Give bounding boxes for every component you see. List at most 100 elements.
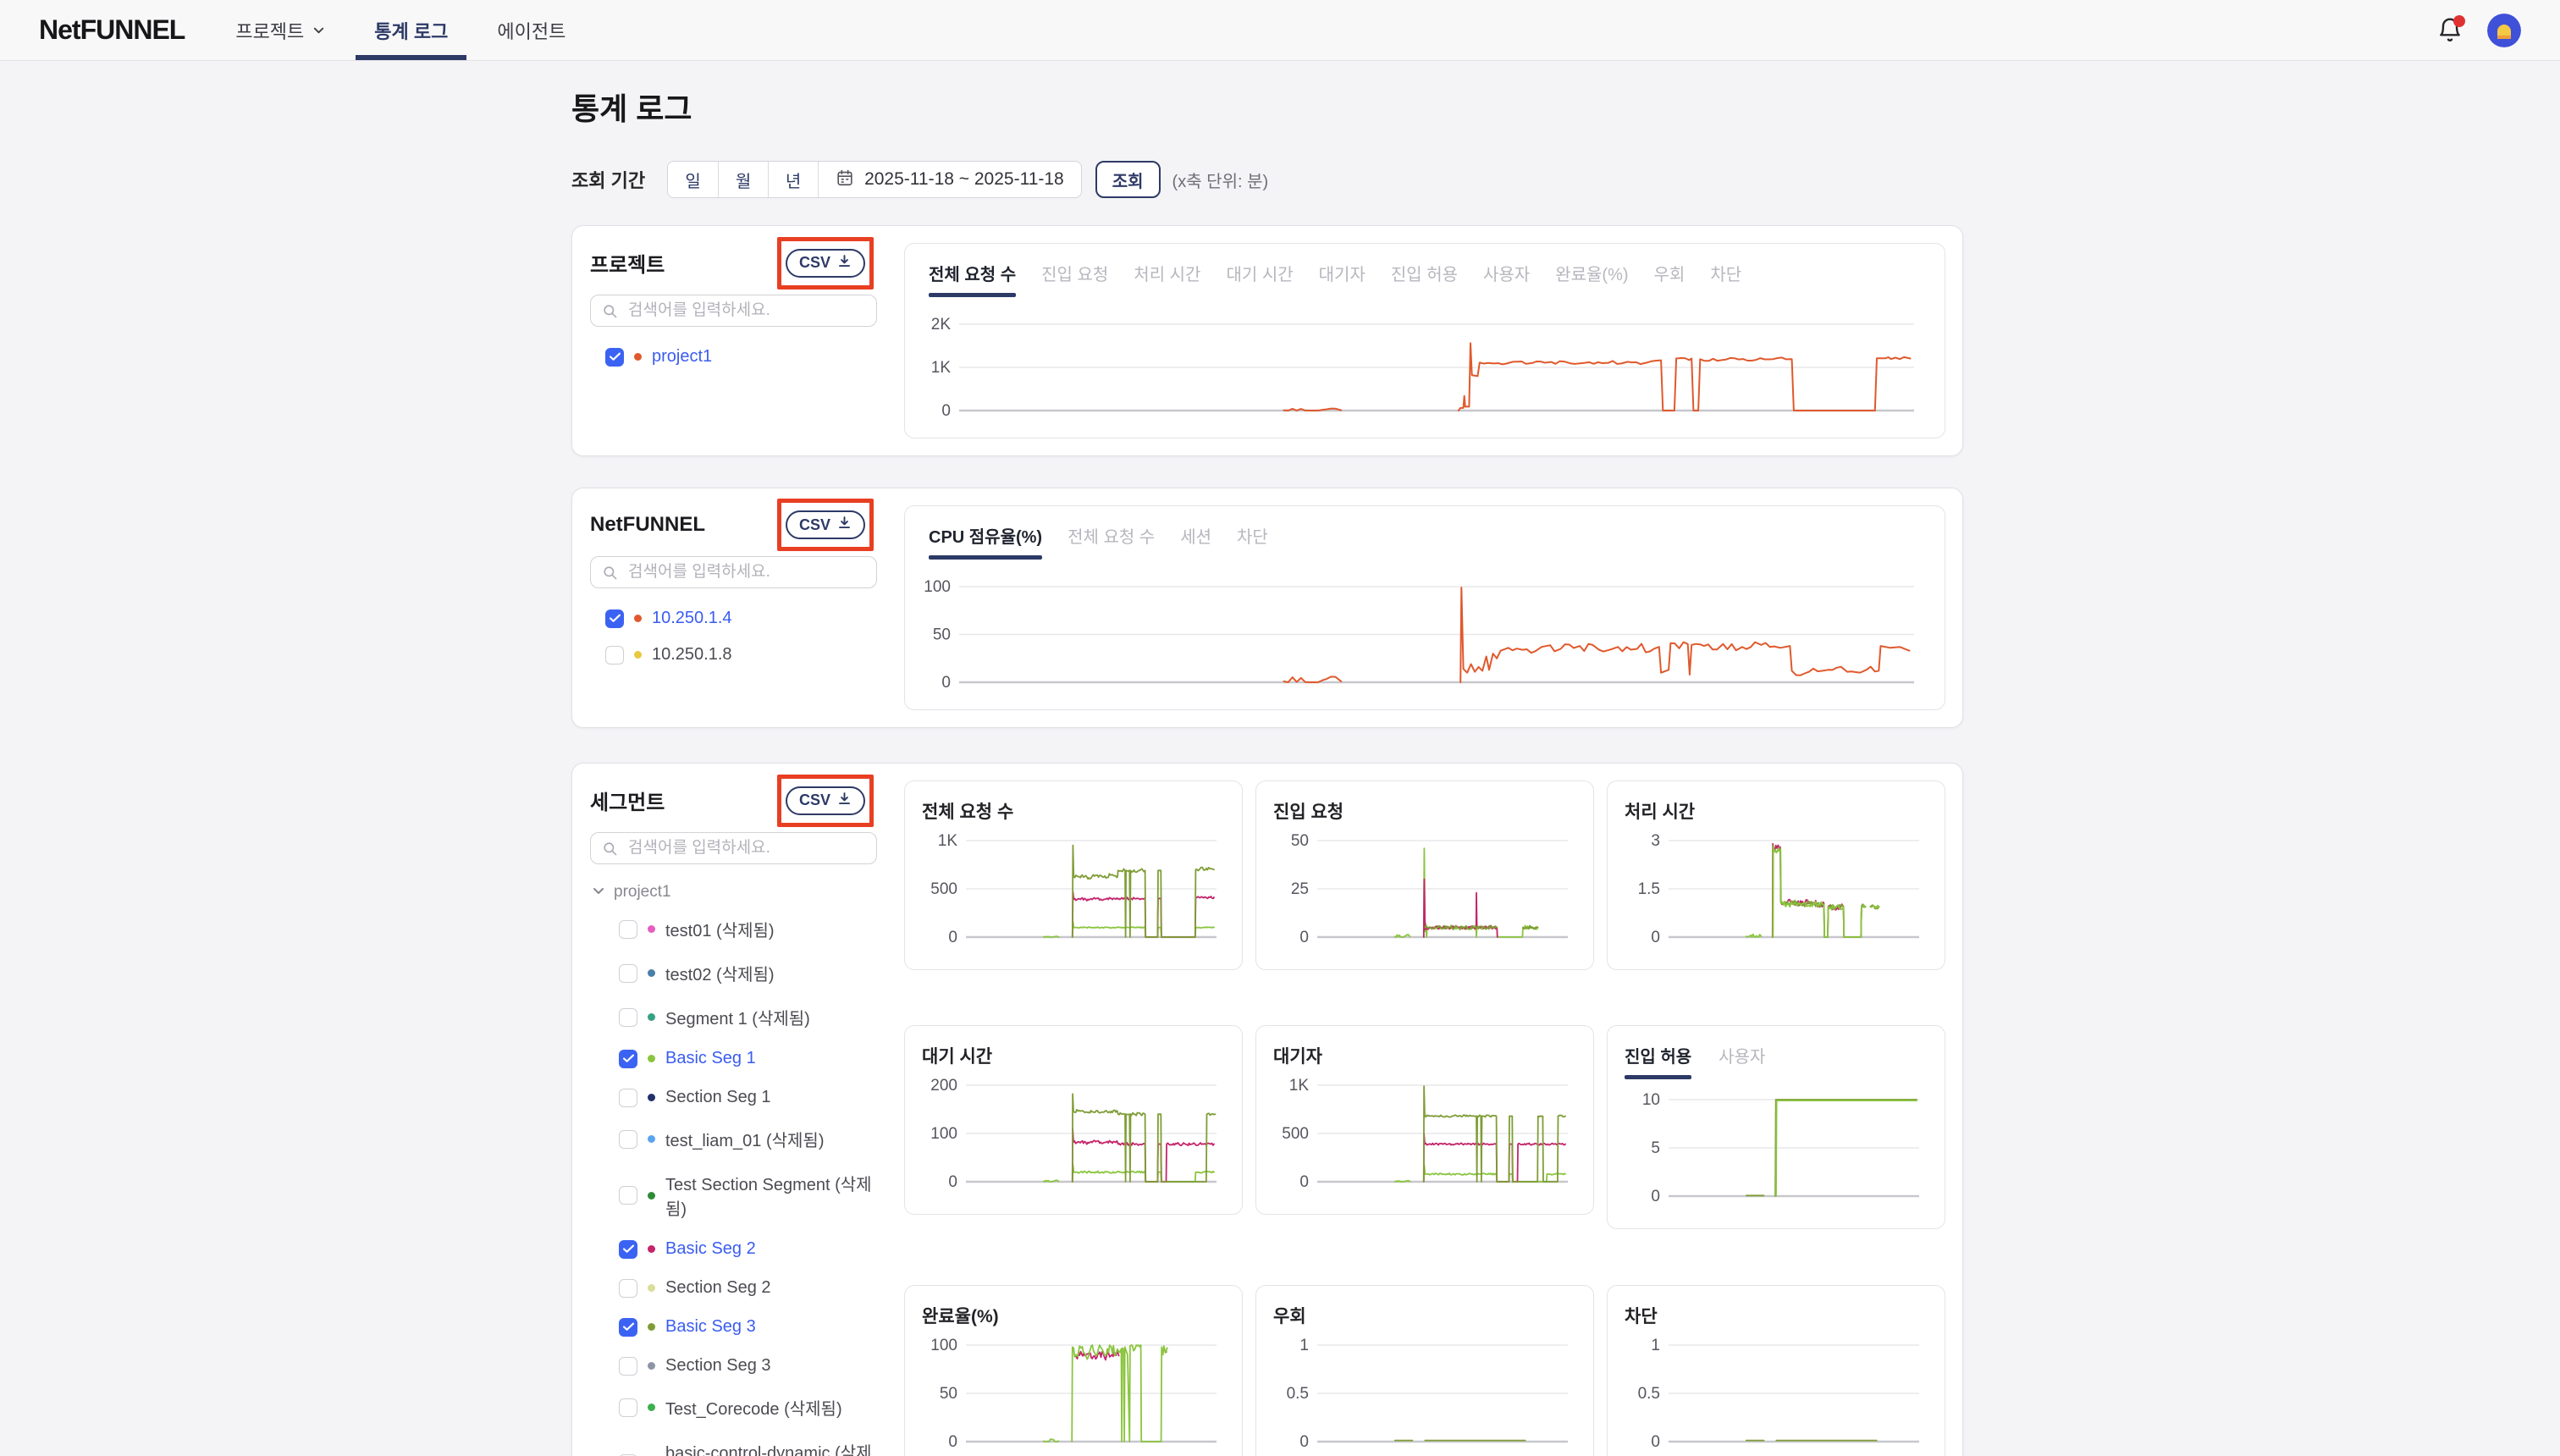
svg-text:1K: 1K [931, 359, 952, 377]
svg-text:1K: 1K [1289, 1077, 1310, 1095]
check-item-Basic Seg 2[interactable]: Basic Seg 2 [619, 1239, 877, 1259]
nav-item-label: 프로젝트 [235, 20, 305, 42]
check-item-10.250.1.8[interactable]: 10.250.1.8 [605, 645, 877, 665]
check-item-test01 (삭제됨)[interactable]: test01 (삭제됨) [619, 917, 877, 941]
segment-search-input[interactable] [590, 832, 877, 864]
project-search-box [590, 295, 877, 327]
segment-csv-download-button[interactable]: CSV [785, 786, 865, 815]
check-item-test_liam_01 (삭제됨)[interactable]: test_liam_01 (삭제됨) [619, 1127, 877, 1151]
checkbox-unchecked[interactable] [619, 919, 637, 939]
check-item-Test Section Segment (삭제됨)[interactable]: Test Section Segment (삭제됨) [619, 1171, 877, 1220]
mini-panel-entry-allowed: 진입 허용 사용자 0 5 10 [1607, 1025, 1945, 1230]
project-total-requests-chart: 0 1K 2K [931, 316, 1914, 420]
checkbox-unchecked[interactable] [605, 645, 624, 665]
segment-tree-root[interactable]: project1 [592, 883, 877, 902]
date-range-value: 2025-11-18 ~ 2025-11-18 [864, 169, 1064, 189]
calendar-icon [836, 168, 854, 191]
tab-진입 허용[interactable]: 진입 허용 [1390, 266, 1459, 284]
tab-사용자[interactable]: 사용자 [1483, 266, 1531, 284]
checkbox-checked[interactable] [605, 347, 624, 367]
avatar[interactable] [2487, 13, 2521, 47]
content: 통계 로그 조회 기간 일 월 년 2025-11-18 ~ 2025-11-1 [571, 85, 1963, 1456]
tab-진입 요청[interactable]: 진입 요청 [1041, 266, 1109, 284]
period-month-button[interactable]: 월 [718, 162, 769, 197]
item-label: Basic Seg 2 [665, 1239, 756, 1258]
svg-text:0: 0 [1651, 1433, 1660, 1451]
check-item-Section Seg 3[interactable]: Section Seg 3 [619, 1356, 877, 1376]
check-item-Basic Seg 1[interactable]: Basic Seg 1 [619, 1049, 877, 1068]
tab-완료율(%)[interactable]: 완료율(%) [1555, 266, 1629, 284]
svg-text:10: 10 [1642, 1091, 1660, 1109]
check-item-Segment 1 (삭제됨)[interactable]: Segment 1 (삭제됨) [619, 1005, 877, 1029]
period-day-button[interactable]: 일 [668, 162, 719, 197]
tab-CPU 점유율(%)[interactable]: CPU 점유율(%) [929, 523, 1043, 560]
query-button[interactable]: 조회 [1095, 161, 1161, 198]
series-color-dot [648, 1135, 655, 1143]
checkbox-unchecked[interactable] [619, 1186, 637, 1205]
series-color-dot [648, 1362, 655, 1370]
series-color-dot [648, 1245, 655, 1253]
checkbox-unchecked[interactable] [619, 1088, 637, 1107]
svg-text:0: 0 [1299, 1433, 1309, 1451]
netfunnel-csv-download-button[interactable]: CSV [785, 510, 865, 539]
tab-대기자[interactable]: 대기자 [1318, 266, 1366, 284]
svg-text:0: 0 [948, 929, 957, 946]
nav-item-1[interactable]: 통계 로그 [356, 0, 467, 60]
tab-전체 요청 수[interactable]: 전체 요청 수 [929, 261, 1017, 297]
project-card-title: 프로젝트 [590, 254, 665, 277]
check-item-test02 (삭제됨)[interactable]: test02 (삭제됨) [619, 961, 877, 985]
series-color-dot [648, 925, 655, 933]
item-label: Test Section Segment (삭제됨) [665, 1176, 872, 1219]
tab-차단[interactable]: 차단 [1237, 528, 1268, 547]
check-item-basic-control-dynamic (삭제됨)[interactable]: basic-control-dynamic (삭제됨) [619, 1439, 877, 1456]
series-color-dot [648, 1013, 655, 1021]
checkbox-unchecked[interactable] [619, 1007, 637, 1027]
check-item-Section Seg 2[interactable]: Section Seg 2 [619, 1278, 877, 1298]
check-item-Basic Seg 3[interactable]: Basic Seg 3 [619, 1317, 877, 1337]
checkbox-unchecked[interactable] [619, 1129, 637, 1149]
nav-item-0[interactable]: 프로젝트 [235, 0, 325, 60]
tab-우회[interactable]: 우회 [1653, 266, 1686, 284]
item-label: 10.250.1.8 [652, 645, 732, 664]
svg-text:0: 0 [1299, 929, 1309, 946]
checkbox-unchecked[interactable] [619, 1356, 637, 1376]
project-search-input[interactable] [590, 295, 877, 327]
checkbox-unchecked[interactable] [619, 1278, 637, 1298]
check-item-Section Seg 1[interactable]: Section Seg 1 [619, 1088, 877, 1107]
segment-complete-rate-chart: 0 50 100 [930, 1337, 1217, 1451]
bell-icon [2436, 18, 2463, 47]
tab-진입 허용[interactable]: 진입 허용 [1625, 1043, 1692, 1080]
checkbox-checked[interactable] [619, 1239, 637, 1259]
svg-text:0: 0 [1299, 1173, 1309, 1191]
segment-entry-allowed-chart: 0 5 10 [1642, 1091, 1919, 1205]
tab-대기 시간[interactable]: 대기 시간 [1226, 266, 1294, 284]
svg-text:50: 50 [940, 1385, 957, 1403]
checkbox-unchecked[interactable] [619, 1398, 637, 1417]
check-item-project1[interactable]: project1 [605, 347, 877, 367]
checkbox-checked[interactable] [619, 1049, 637, 1068]
tab-전체 요청 수[interactable]: 전체 요청 수 [1068, 528, 1156, 547]
checkbox-checked[interactable] [619, 1317, 637, 1337]
series-color-dot [634, 651, 642, 659]
checkbox-checked[interactable] [605, 609, 624, 628]
tab-차단[interactable]: 차단 [1710, 266, 1742, 284]
project-card-left: 프로젝트 CSV [589, 236, 904, 438]
netfunnel-metric-tabs: CPU 점유율(%) 전체 요청 수 세션 차단 [920, 520, 1928, 560]
tab-세션[interactable]: 세션 [1180, 528, 1212, 547]
project-csv-download-button[interactable]: CSV [785, 248, 865, 278]
period-year-button[interactable]: 년 [768, 162, 819, 197]
tab-처리 시간[interactable]: 처리 시간 [1134, 266, 1201, 284]
item-label: 10.250.1.4 [652, 609, 732, 627]
svg-text:25: 25 [1291, 880, 1309, 898]
checkbox-unchecked[interactable] [619, 963, 637, 983]
item-label: Basic Seg 3 [665, 1317, 756, 1336]
nav-item-2[interactable]: 에이전트 [497, 0, 566, 60]
check-item-10.250.1.4[interactable]: 10.250.1.4 [605, 609, 877, 628]
notifications-button[interactable] [2436, 14, 2465, 47]
tab-사용자[interactable]: 사용자 [1719, 1048, 1766, 1067]
check-item-Test_Corecode (삭제됨)[interactable]: Test_Corecode (삭제됨) [619, 1395, 877, 1420]
netfunnel-search-input[interactable] [590, 556, 877, 588]
item-label: test02 (삭제됨) [665, 966, 775, 984]
date-range-picker[interactable]: 2025-11-18 ~ 2025-11-18 [818, 162, 1081, 197]
